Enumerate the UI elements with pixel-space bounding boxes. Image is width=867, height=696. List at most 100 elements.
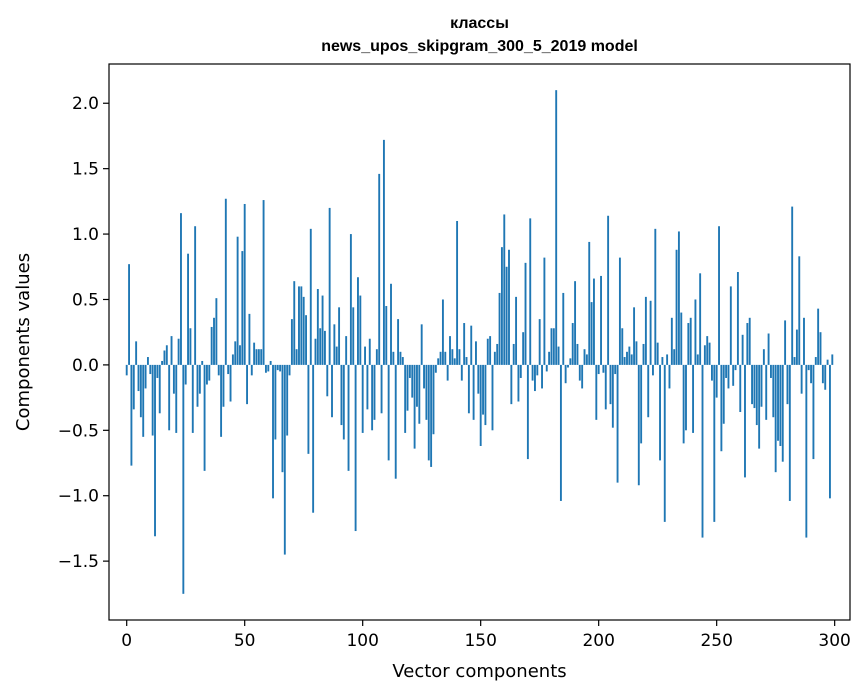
bar bbox=[269, 360, 272, 365]
bar bbox=[581, 364, 584, 389]
bar bbox=[692, 364, 695, 433]
bar bbox=[354, 364, 357, 532]
bar bbox=[774, 364, 777, 473]
bar bbox=[378, 173, 381, 365]
bar bbox=[682, 364, 685, 444]
y-tick-label: −1.5 bbox=[58, 552, 99, 572]
bar bbox=[531, 364, 534, 381]
bar bbox=[342, 364, 345, 440]
bar bbox=[132, 364, 135, 410]
bar bbox=[746, 323, 749, 365]
bar bbox=[496, 343, 499, 365]
bar bbox=[597, 364, 600, 375]
bar bbox=[149, 364, 152, 375]
bar bbox=[283, 364, 286, 555]
bar bbox=[559, 364, 562, 501]
bar bbox=[725, 364, 728, 378]
bar bbox=[821, 364, 824, 384]
bar bbox=[503, 214, 506, 365]
bar bbox=[600, 275, 602, 365]
y-tick-label: 1.5 bbox=[72, 160, 99, 180]
bar bbox=[588, 241, 591, 365]
bar bbox=[722, 364, 725, 424]
bar bbox=[703, 345, 706, 365]
bar bbox=[449, 336, 451, 365]
bar bbox=[510, 364, 513, 405]
bar bbox=[385, 306, 388, 365]
bar bbox=[423, 364, 425, 389]
bar bbox=[430, 364, 433, 467]
bars-group bbox=[125, 90, 834, 594]
bar bbox=[366, 364, 369, 410]
bar bbox=[151, 364, 154, 436]
bar bbox=[213, 317, 215, 365]
bar bbox=[397, 319, 400, 365]
bar bbox=[670, 317, 673, 365]
bar bbox=[427, 364, 430, 461]
bar bbox=[390, 283, 392, 365]
bar bbox=[708, 342, 711, 365]
x-tick-label: 150 bbox=[464, 631, 496, 651]
bar bbox=[744, 364, 746, 478]
bar bbox=[500, 247, 503, 365]
bar bbox=[729, 286, 732, 365]
bar bbox=[154, 364, 156, 537]
y-tick-label: 2.0 bbox=[72, 94, 99, 114]
bar bbox=[526, 364, 529, 460]
bar bbox=[824, 364, 827, 390]
bar bbox=[498, 292, 501, 365]
bar bbox=[180, 213, 182, 365]
bar bbox=[194, 226, 197, 365]
bar bbox=[517, 364, 520, 402]
bar bbox=[677, 231, 680, 365]
bar bbox=[484, 364, 487, 426]
bar bbox=[529, 218, 532, 365]
bar bbox=[666, 354, 669, 365]
bar bbox=[536, 364, 539, 376]
x-tick-label: 250 bbox=[700, 631, 732, 651]
bar bbox=[805, 364, 808, 538]
bar bbox=[826, 359, 829, 365]
bar bbox=[316, 289, 319, 365]
bar bbox=[772, 364, 775, 418]
bar bbox=[156, 364, 159, 378]
bar bbox=[736, 272, 739, 365]
bar bbox=[479, 364, 482, 446]
bar bbox=[765, 364, 768, 420]
bar bbox=[621, 328, 624, 365]
y-tick-label: 0.0 bbox=[72, 356, 99, 376]
bar bbox=[234, 341, 237, 365]
bar bbox=[139, 364, 142, 418]
bar bbox=[788, 364, 791, 501]
bar bbox=[347, 364, 350, 471]
bar bbox=[630, 354, 633, 365]
bar bbox=[295, 349, 298, 365]
bar bbox=[817, 308, 820, 365]
bar bbox=[375, 349, 378, 365]
bar bbox=[628, 346, 631, 365]
bar bbox=[604, 364, 607, 410]
bar bbox=[130, 364, 133, 466]
bar bbox=[135, 341, 138, 365]
bar bbox=[371, 364, 374, 431]
bar bbox=[467, 364, 470, 414]
x-tick-label: 200 bbox=[582, 631, 614, 651]
bar bbox=[411, 364, 414, 398]
bar bbox=[314, 338, 317, 365]
bar bbox=[453, 358, 456, 365]
bar bbox=[470, 325, 473, 365]
bar bbox=[814, 357, 817, 365]
bar bbox=[293, 281, 296, 365]
bar bbox=[184, 364, 187, 385]
bar bbox=[477, 364, 480, 394]
bar bbox=[203, 364, 206, 471]
bar bbox=[465, 357, 468, 365]
bar bbox=[210, 326, 213, 365]
bar bbox=[685, 364, 687, 431]
bar bbox=[250, 364, 253, 376]
bar bbox=[578, 364, 581, 381]
bar bbox=[279, 364, 282, 372]
bar bbox=[640, 364, 643, 444]
bar bbox=[406, 364, 409, 411]
bar bbox=[649, 300, 652, 365]
